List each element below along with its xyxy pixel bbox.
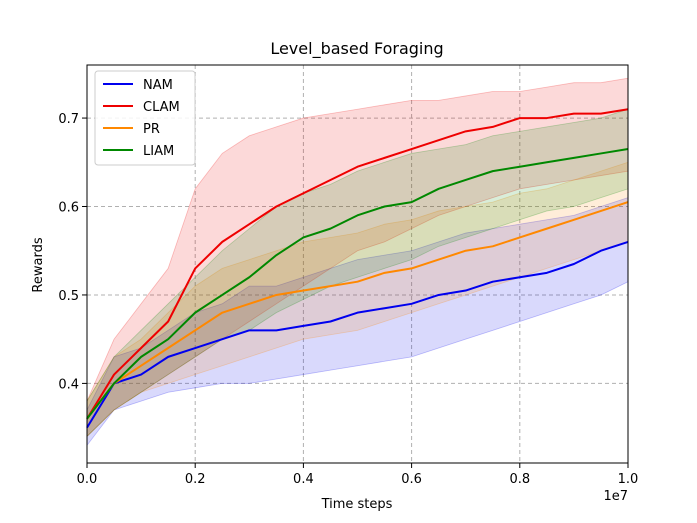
x-tick-label: 0.2 <box>185 472 206 487</box>
y-tick-label: 0.6 <box>58 201 79 216</box>
x-tick-label: 0.8 <box>509 472 530 487</box>
x-axis-scale-label: 1e7 <box>603 489 628 504</box>
x-tick-label: 0.4 <box>293 472 314 487</box>
plot-frame <box>86 64 629 464</box>
legend-label: NAM <box>143 78 173 93</box>
legend-box <box>94 70 196 166</box>
y-tick-label: 0.4 <box>58 377 79 392</box>
legend-label: PR <box>143 122 160 137</box>
legend-label: CLAM <box>143 100 180 115</box>
x-tick-label: 1.0 <box>618 472 639 487</box>
y-axis-title: Rewards <box>31 237 46 292</box>
legend-label: LIAM <box>143 144 174 159</box>
x-axis-title: Time steps <box>321 497 393 512</box>
axis-ticks: 0.0 0.2 0.4 0.6 0.8 1.0 0.4 0.5 0.6 0.7 <box>58 112 638 487</box>
legend: NAM CLAM PR LIAM <box>94 70 196 166</box>
chart-title: Level_based Foraging <box>270 39 443 59</box>
y-tick-label: 0.5 <box>58 289 79 304</box>
x-tick-label: 0.6 <box>401 472 422 487</box>
confidence-bands <box>86 77 629 447</box>
x-tick-label: 0.0 <box>77 472 98 487</box>
y-tick-label: 0.7 <box>58 112 79 127</box>
series-lines <box>86 108 629 429</box>
